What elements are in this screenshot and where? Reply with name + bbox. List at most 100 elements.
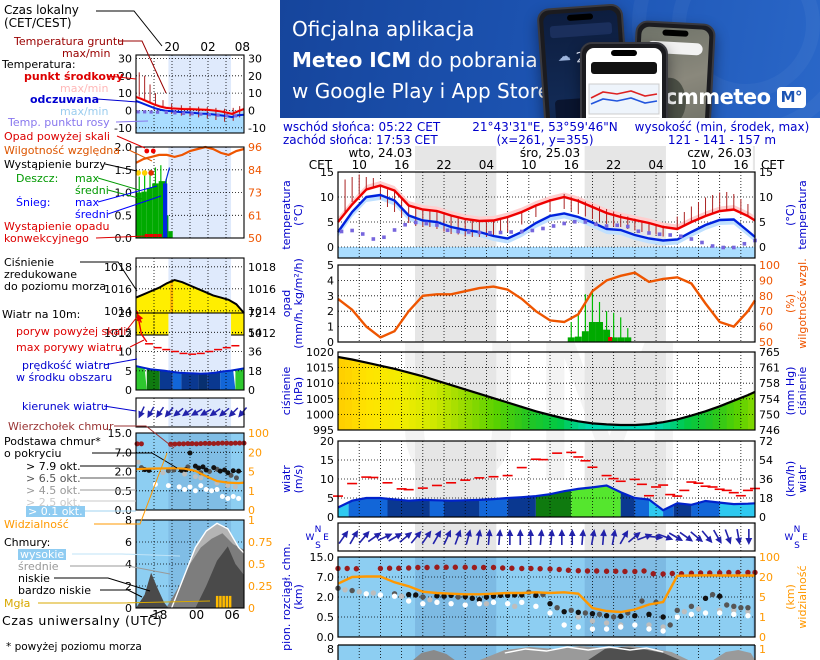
svg-text:16: 16 (564, 158, 579, 172)
wind-arrow (527, 529, 535, 545)
svg-text:1.5: 1.5 (115, 164, 133, 177)
svg-text:18: 18 (759, 492, 773, 505)
wind-arrow (657, 533, 674, 541)
svg-text:1: 1 (248, 485, 255, 498)
wind-arrow (668, 532, 684, 541)
phone-cloud-icon: ☁ (557, 48, 572, 65)
svg-text:20: 20 (164, 40, 179, 54)
legend-wind-speed2: w środku obszaru (16, 371, 113, 384)
phone-search-bar (549, 21, 613, 39)
svg-text:100: 100 (248, 427, 269, 440)
svg-text:1: 1 (759, 643, 766, 656)
svg-text:10: 10 (691, 158, 706, 172)
svg-text:10: 10 (352, 158, 367, 172)
svg-text:1016: 1016 (104, 283, 132, 296)
panel-opad: 0 1 2 3 4 5 50 60 70 80 90 100 opad (mm/h, kg/m²/h) (%… (280, 258, 809, 349)
legend-rain-max: max (75, 172, 99, 185)
wind-arrow (558, 529, 566, 545)
wind-arrow (219, 407, 230, 417)
legend-okta-01: > 0.1 okt. (26, 505, 85, 518)
svg-text:10: 10 (118, 87, 132, 100)
wind-arrow (485, 529, 493, 546)
svg-text:(km): (km) (292, 584, 305, 610)
banner-app-name: Meteo ICM (292, 48, 412, 72)
wind-arrow (358, 530, 370, 544)
wind-arrow (548, 529, 555, 546)
legend-snow-max: max (75, 196, 99, 209)
svg-text:0.0: 0.0 (317, 631, 335, 644)
wind-arrow (745, 529, 753, 545)
wind-arrow (647, 533, 664, 541)
svg-text:30: 30 (248, 52, 262, 65)
svg-text:1018: 1018 (248, 261, 276, 274)
svg-text:0: 0 (759, 241, 766, 254)
svg-text:ciśnienie: ciśnienie (796, 367, 809, 416)
svg-text:CET: CET (761, 158, 785, 172)
svg-text:60: 60 (759, 321, 773, 334)
svg-text:20: 20 (248, 70, 262, 83)
legend-feels-like: odczuwana (30, 93, 100, 106)
svg-text:20: 20 (118, 307, 132, 320)
legend-midpoint-temp: punkt środkowy (24, 70, 124, 83)
panel-cisnienie: 995 1000 1005 1010 1015 1020 746 750 754 758 761 76… (280, 346, 809, 437)
svg-text:36: 36 (248, 346, 262, 359)
svg-text:54: 54 (248, 326, 262, 339)
legend-visibility: Widzialność (4, 518, 69, 531)
legend-clouds-low: niskie (18, 572, 50, 585)
svg-text:72: 72 (248, 307, 262, 320)
svg-text:1012: 1012 (104, 327, 132, 340)
svg-text:00: 00 (189, 608, 204, 622)
legend-pressure3: do poziomu morza (4, 280, 107, 293)
svg-text:2.0: 2.0 (317, 591, 335, 604)
svg-text:96: 96 (248, 141, 262, 154)
svg-text:0: 0 (125, 384, 132, 397)
svg-text:765: 765 (759, 346, 780, 359)
svg-text:(m/s): (m/s) (292, 465, 305, 494)
legend-utc-time: Czas uniwersalny (UTC) (2, 613, 163, 628)
phone-mini-meteogram (588, 83, 660, 118)
svg-text:70: 70 (759, 305, 773, 318)
svg-text:2.0: 2.0 (115, 141, 133, 154)
legend-clouds: Chmury: (4, 536, 51, 549)
svg-text:20: 20 (759, 571, 773, 584)
mini-wiatr-chart: 0 0 5 18 10 36 15 54 20 72 (118, 307, 262, 397)
svg-text:5: 5 (759, 216, 766, 229)
altitude-values: 121 - 141 - 157 m (667, 133, 777, 147)
svg-text:761: 761 (759, 362, 780, 375)
wind-arrow (475, 529, 483, 546)
svg-text:2: 2 (125, 580, 132, 593)
banner-text: Oficjalna aplikacja Meteo ICM do pobrani… (292, 14, 550, 107)
legend-fog: Mgła (4, 597, 31, 610)
svg-text:-10: -10 (248, 122, 266, 135)
wind-arrow (496, 529, 503, 546)
legend-cet-cest: (CET/CEST) (4, 16, 72, 30)
svg-text:1016: 1016 (248, 283, 276, 296)
svg-text:10: 10 (759, 191, 773, 204)
wind-arrow (701, 530, 713, 544)
svg-text:0.5: 0.5 (248, 558, 266, 571)
legend-ground-temp-maxmin: max/min (62, 47, 111, 60)
icmmeteo-logo: icmmeteo M° (639, 84, 806, 110)
legend-okta-25: > 2.5 okt. (26, 496, 81, 509)
legend-okta-45: > 4.5 okt. (26, 484, 81, 497)
svg-text:1020: 1020 (306, 346, 334, 359)
svg-text:10: 10 (521, 158, 536, 172)
svg-text:16: 16 (733, 158, 748, 172)
svg-text:1000: 1000 (306, 408, 334, 421)
legend-okta-65: > 6.5 okt. (26, 472, 81, 485)
legend-ground-temp: Temperatura gruntu (14, 35, 125, 48)
altitude-label: wysokość (min, środek, max) (634, 120, 810, 134)
svg-text:-10: -10 (114, 122, 132, 135)
svg-text:5: 5 (248, 466, 255, 479)
legend-clouds-mid: średnie (18, 560, 59, 573)
phone-meteogram-mockup (580, 42, 668, 118)
svg-text:18: 18 (152, 608, 167, 622)
svg-text:5: 5 (327, 259, 334, 272)
app-banner[interactable]: Oficjalna aplikacja Meteo ICM do pobrani… (280, 0, 820, 118)
logo-text: icmmeteo (658, 85, 771, 109)
svg-text:0: 0 (248, 104, 255, 117)
svg-text:5: 5 (327, 492, 334, 505)
